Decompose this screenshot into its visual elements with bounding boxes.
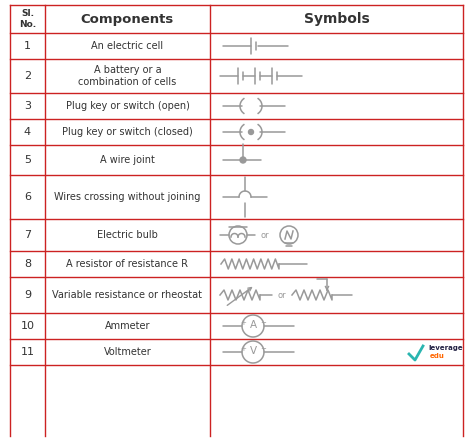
Circle shape <box>248 130 254 135</box>
Text: Sl.
No.: Sl. No. <box>19 9 36 29</box>
Text: +: + <box>240 346 246 352</box>
Text: 5: 5 <box>24 155 31 165</box>
Text: Wires crossing without joining: Wires crossing without joining <box>55 192 201 202</box>
Text: Electric bulb: Electric bulb <box>97 230 158 240</box>
Text: A battery or a
combination of cells: A battery or a combination of cells <box>78 65 177 87</box>
Text: 3: 3 <box>24 101 31 111</box>
Text: 1: 1 <box>24 41 31 51</box>
Text: edu: edu <box>430 353 445 359</box>
Circle shape <box>240 157 246 163</box>
Text: Plug key or switch (open): Plug key or switch (open) <box>65 101 190 111</box>
Text: or: or <box>278 291 287 299</box>
Text: leverage: leverage <box>428 345 463 351</box>
Text: An electric cell: An electric cell <box>91 41 164 51</box>
Text: or: or <box>261 231 270 239</box>
Text: A resistor of resistance R: A resistor of resistance R <box>66 259 189 269</box>
Text: Symbols: Symbols <box>304 12 369 26</box>
Text: 11: 11 <box>20 347 35 357</box>
Text: A: A <box>249 321 256 330</box>
Text: Components: Components <box>81 12 174 26</box>
Text: 10: 10 <box>20 321 35 331</box>
Text: 6: 6 <box>24 192 31 202</box>
Text: −: − <box>260 346 266 352</box>
Text: Voltmeter: Voltmeter <box>104 347 151 357</box>
Text: +: + <box>240 320 246 326</box>
Text: Plug key or switch (closed): Plug key or switch (closed) <box>62 127 193 137</box>
Text: A wire joint: A wire joint <box>100 155 155 165</box>
Text: 8: 8 <box>24 259 31 269</box>
Text: 9: 9 <box>24 290 31 300</box>
Text: −: − <box>260 320 266 326</box>
Text: Ammeter: Ammeter <box>105 321 150 331</box>
Text: 4: 4 <box>24 127 31 137</box>
Text: V: V <box>249 347 256 356</box>
Text: 2: 2 <box>24 71 31 81</box>
Text: Variable resistance or rheostat: Variable resistance or rheostat <box>53 290 202 300</box>
Text: 7: 7 <box>24 230 31 240</box>
